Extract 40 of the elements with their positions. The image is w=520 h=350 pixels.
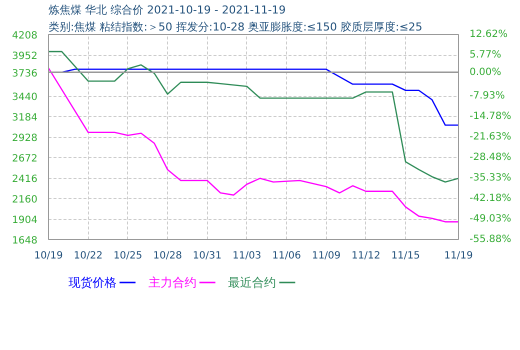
line-series [48,67,458,222]
y-tick-label: 1648 [12,236,38,246]
y2-tick-label: -28.48% [470,152,512,163]
y2-tick-label: -55.88% [470,234,512,245]
legend-label: 最近合约 [228,276,276,290]
x-tick-label: 11/15 [391,250,420,262]
y-tick-label: 2928 [12,133,38,144]
y2-tick-label: 5.77% [470,50,502,60]
y2-tick-label: -42.18% [470,193,512,204]
y2-tick-label: -21.63% [470,132,512,142]
x-tick-label: 10/22 [74,250,103,262]
y-tick-label: 2416 [12,174,38,185]
x-tick-label: 10/19 [34,250,63,262]
legend-label: 现货价格 [68,276,116,290]
y-tick-label: 3184 [12,112,38,124]
x-tick-label: 11/09 [312,250,341,262]
y2-tick-label: 12.62% [470,29,508,40]
y2-tick-label: 0.00% [470,66,502,78]
y-tick-label: 4208 [12,30,38,42]
x-tick-label: 11/19 [444,250,473,262]
y2-tick-label: -49.03% [470,214,512,224]
x-tick-label: 10/25 [113,250,142,262]
y2-tick-label: -35.33% [470,172,512,184]
legend-label: 主力合约 [148,276,196,290]
y2-tick-label: -7.93% [470,90,505,102]
chart-title: 炼焦煤 华北 综合价 2021-10-19 - 2021-11-19 [48,4,286,16]
y-tick-label: 2160 [12,194,38,206]
x-tick-label: 11/03 [232,250,262,262]
line-series [48,50,458,183]
y-tick-label: 3736 [12,68,38,80]
y-tick-label: 3952 [12,51,38,62]
y-tick-label: 2672 [12,154,38,164]
y-tick-label: 1904 [12,215,38,226]
x-tick-label: 11/06 [272,250,301,262]
x-tick-label: 11/12 [352,250,380,262]
x-tick-label: 10/31 [192,250,222,262]
y2-tick-label: -14.78% [470,111,512,122]
x-tick-label: 10/28 [153,250,182,262]
y-tick-label: 3440 [12,92,38,103]
chart-subtitle: 类别:焦煤 粘结指数:＞50 挥发分:10-28 奥亚膨胀度:≤150 胶质层厚度:≤25 [48,20,422,34]
